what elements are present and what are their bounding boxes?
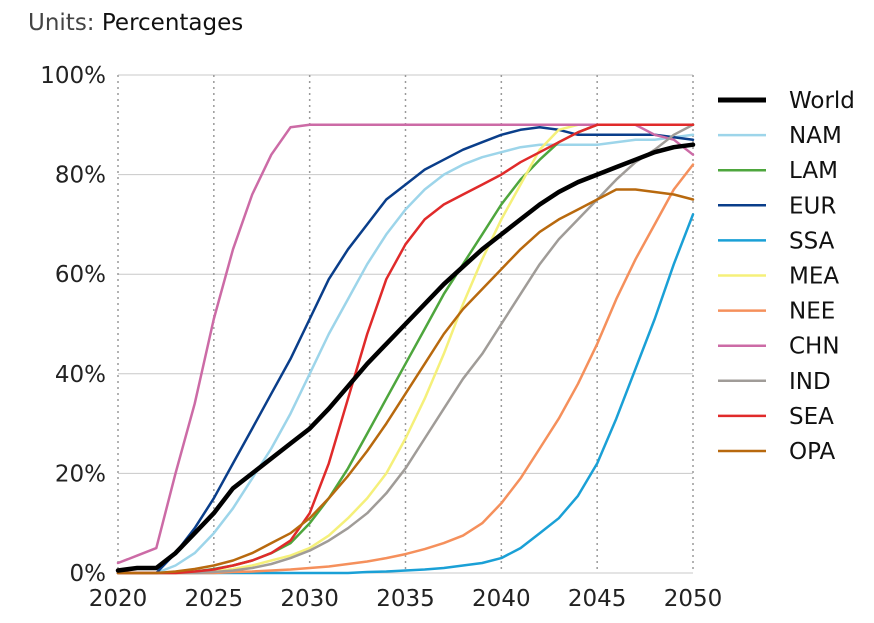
- legend-label: LAM: [789, 158, 838, 184]
- legend-item-ssa: SSA: [718, 228, 835, 254]
- x-tick-label: 2050: [664, 586, 723, 612]
- y-tick-label: 0%: [70, 561, 107, 587]
- series-line-lam: [116, 123, 695, 575]
- legend: World NAM LAM EUR SSA MEA NEE CHN IND SEA OPA: [718, 88, 855, 465]
- axes: 0% 20% 40% 60% 80% 100% 2020 2025 2030 2035 2040 20…: [40, 63, 722, 612]
- x-tick-label: 2040: [472, 586, 531, 612]
- legend-label: World: [789, 88, 855, 114]
- y-tick-label: 40%: [55, 362, 106, 388]
- series-line-eur: [116, 126, 695, 575]
- legend-label: EUR: [789, 193, 836, 219]
- legend-item-ind: IND: [718, 369, 831, 395]
- legend-label: IND: [789, 369, 831, 395]
- x-tick-label: 2035: [376, 586, 435, 612]
- legend-label: NEE: [789, 299, 835, 325]
- legend-item-chn: CHN: [718, 334, 840, 360]
- y-tick-label: 60%: [55, 262, 106, 288]
- legend-label: OPA: [789, 439, 836, 465]
- x-tick-label: 2020: [89, 586, 148, 612]
- series-line-world: [115, 142, 696, 573]
- legend-item-nee: NEE: [718, 299, 835, 325]
- legend-item-nam: NAM: [718, 123, 842, 149]
- legend-item-sea: SEA: [718, 404, 834, 430]
- legend-label: SEA: [789, 404, 834, 430]
- series-line-nam: [116, 133, 695, 575]
- legend-label: NAM: [789, 123, 842, 149]
- x-tick-label: 2045: [568, 586, 627, 612]
- legend-item-opa: OPA: [718, 439, 836, 465]
- series-line-ind: [116, 123, 695, 575]
- units-caption: Units: Percentages: [28, 10, 243, 36]
- y-tick-label: 20%: [55, 461, 106, 487]
- legend-label: SSA: [789, 228, 835, 254]
- series-layer: [115, 123, 696, 575]
- legend-item-world: World: [718, 88, 855, 114]
- units-value: Percentages: [101, 10, 244, 36]
- legend-label: CHN: [789, 334, 840, 360]
- series-line-opa: [116, 188, 695, 575]
- legend-label: MEA: [789, 264, 839, 290]
- series-line-mea: [116, 123, 695, 575]
- x-tick-label: 2025: [185, 586, 244, 612]
- y-tick-label: 100%: [40, 63, 106, 89]
- x-tick-label: 2030: [280, 586, 339, 612]
- legend-item-lam: LAM: [718, 158, 838, 184]
- legend-item-mea: MEA: [718, 264, 839, 290]
- grid: [117, 74, 694, 574]
- units-label: Units:: [28, 10, 95, 36]
- y-tick-label: 80%: [55, 163, 106, 189]
- series-line-sea: [116, 123, 695, 575]
- legend-item-eur: EUR: [718, 193, 836, 219]
